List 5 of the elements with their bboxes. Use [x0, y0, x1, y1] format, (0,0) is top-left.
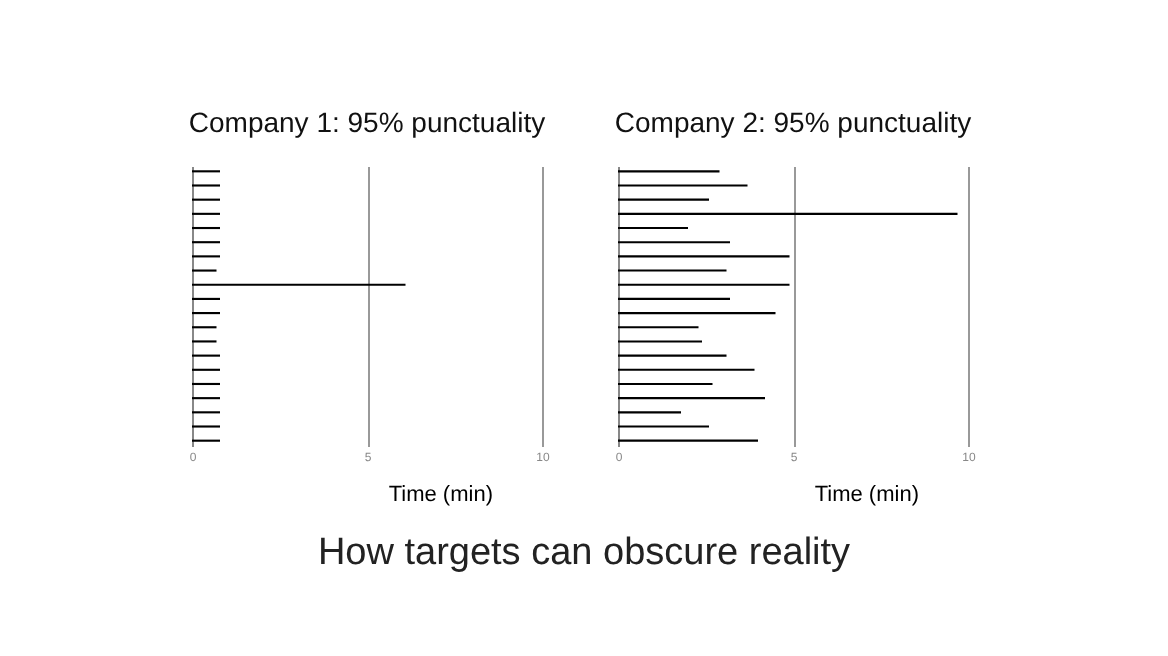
chart-title: Company 1: 95% punctuality: [188, 106, 546, 138]
chart-title: Company 2: 95% punctuality: [614, 106, 972, 138]
x-axis-title: Time (min): [388, 483, 493, 507]
x-axis-title: Time (min): [814, 483, 919, 507]
text: How targets can obscure reality: [315, 532, 853, 576]
